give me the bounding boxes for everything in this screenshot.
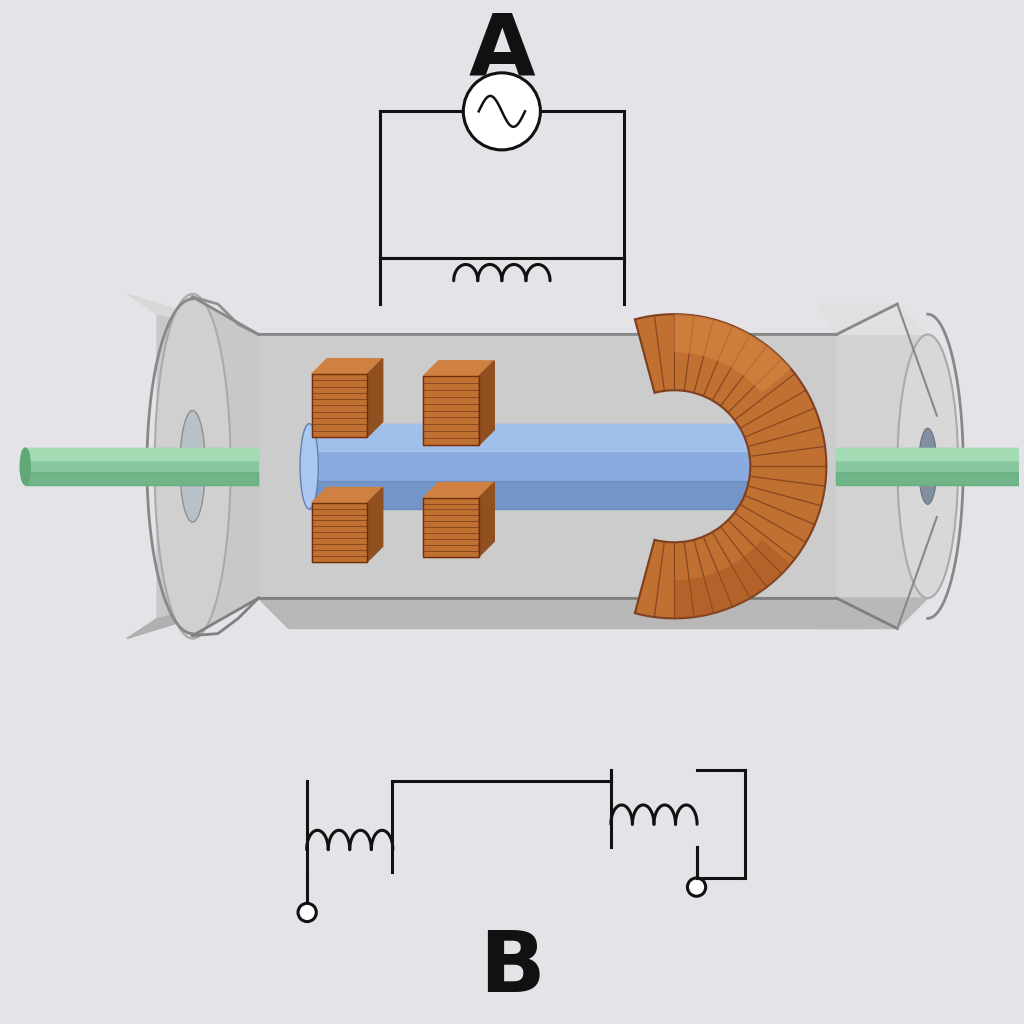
Polygon shape bbox=[423, 498, 479, 556]
Ellipse shape bbox=[300, 424, 318, 509]
Polygon shape bbox=[311, 503, 368, 561]
Polygon shape bbox=[837, 449, 1024, 484]
Polygon shape bbox=[423, 482, 495, 498]
Text: B: B bbox=[479, 927, 545, 1010]
Circle shape bbox=[687, 878, 706, 896]
Polygon shape bbox=[311, 374, 368, 437]
Polygon shape bbox=[837, 449, 1024, 460]
Polygon shape bbox=[423, 360, 495, 376]
Polygon shape bbox=[816, 304, 928, 335]
Polygon shape bbox=[258, 335, 289, 629]
Circle shape bbox=[463, 73, 541, 150]
Ellipse shape bbox=[897, 335, 958, 598]
Polygon shape bbox=[368, 358, 383, 437]
Polygon shape bbox=[309, 481, 766, 509]
Polygon shape bbox=[26, 472, 258, 484]
Polygon shape bbox=[258, 335, 867, 375]
Polygon shape bbox=[309, 424, 766, 451]
Polygon shape bbox=[258, 598, 867, 629]
Polygon shape bbox=[311, 487, 383, 503]
Polygon shape bbox=[837, 472, 1024, 484]
Polygon shape bbox=[479, 360, 495, 445]
Polygon shape bbox=[26, 449, 258, 460]
Ellipse shape bbox=[757, 424, 774, 509]
Polygon shape bbox=[479, 482, 495, 556]
Wedge shape bbox=[674, 540, 791, 618]
Ellipse shape bbox=[180, 411, 205, 522]
Polygon shape bbox=[837, 335, 867, 629]
Polygon shape bbox=[26, 449, 258, 484]
Polygon shape bbox=[423, 376, 479, 445]
Polygon shape bbox=[127, 598, 258, 639]
Text: A: A bbox=[469, 9, 536, 92]
Polygon shape bbox=[816, 598, 928, 629]
Circle shape bbox=[298, 903, 316, 922]
Polygon shape bbox=[157, 314, 258, 618]
Polygon shape bbox=[127, 294, 258, 335]
Polygon shape bbox=[258, 335, 837, 598]
Polygon shape bbox=[837, 335, 928, 598]
Wedge shape bbox=[635, 314, 826, 618]
Polygon shape bbox=[309, 424, 766, 509]
Ellipse shape bbox=[155, 294, 230, 639]
Polygon shape bbox=[193, 297, 258, 636]
Polygon shape bbox=[311, 358, 383, 374]
Polygon shape bbox=[368, 487, 383, 561]
Ellipse shape bbox=[20, 449, 31, 484]
Ellipse shape bbox=[919, 428, 937, 504]
Wedge shape bbox=[674, 314, 791, 393]
